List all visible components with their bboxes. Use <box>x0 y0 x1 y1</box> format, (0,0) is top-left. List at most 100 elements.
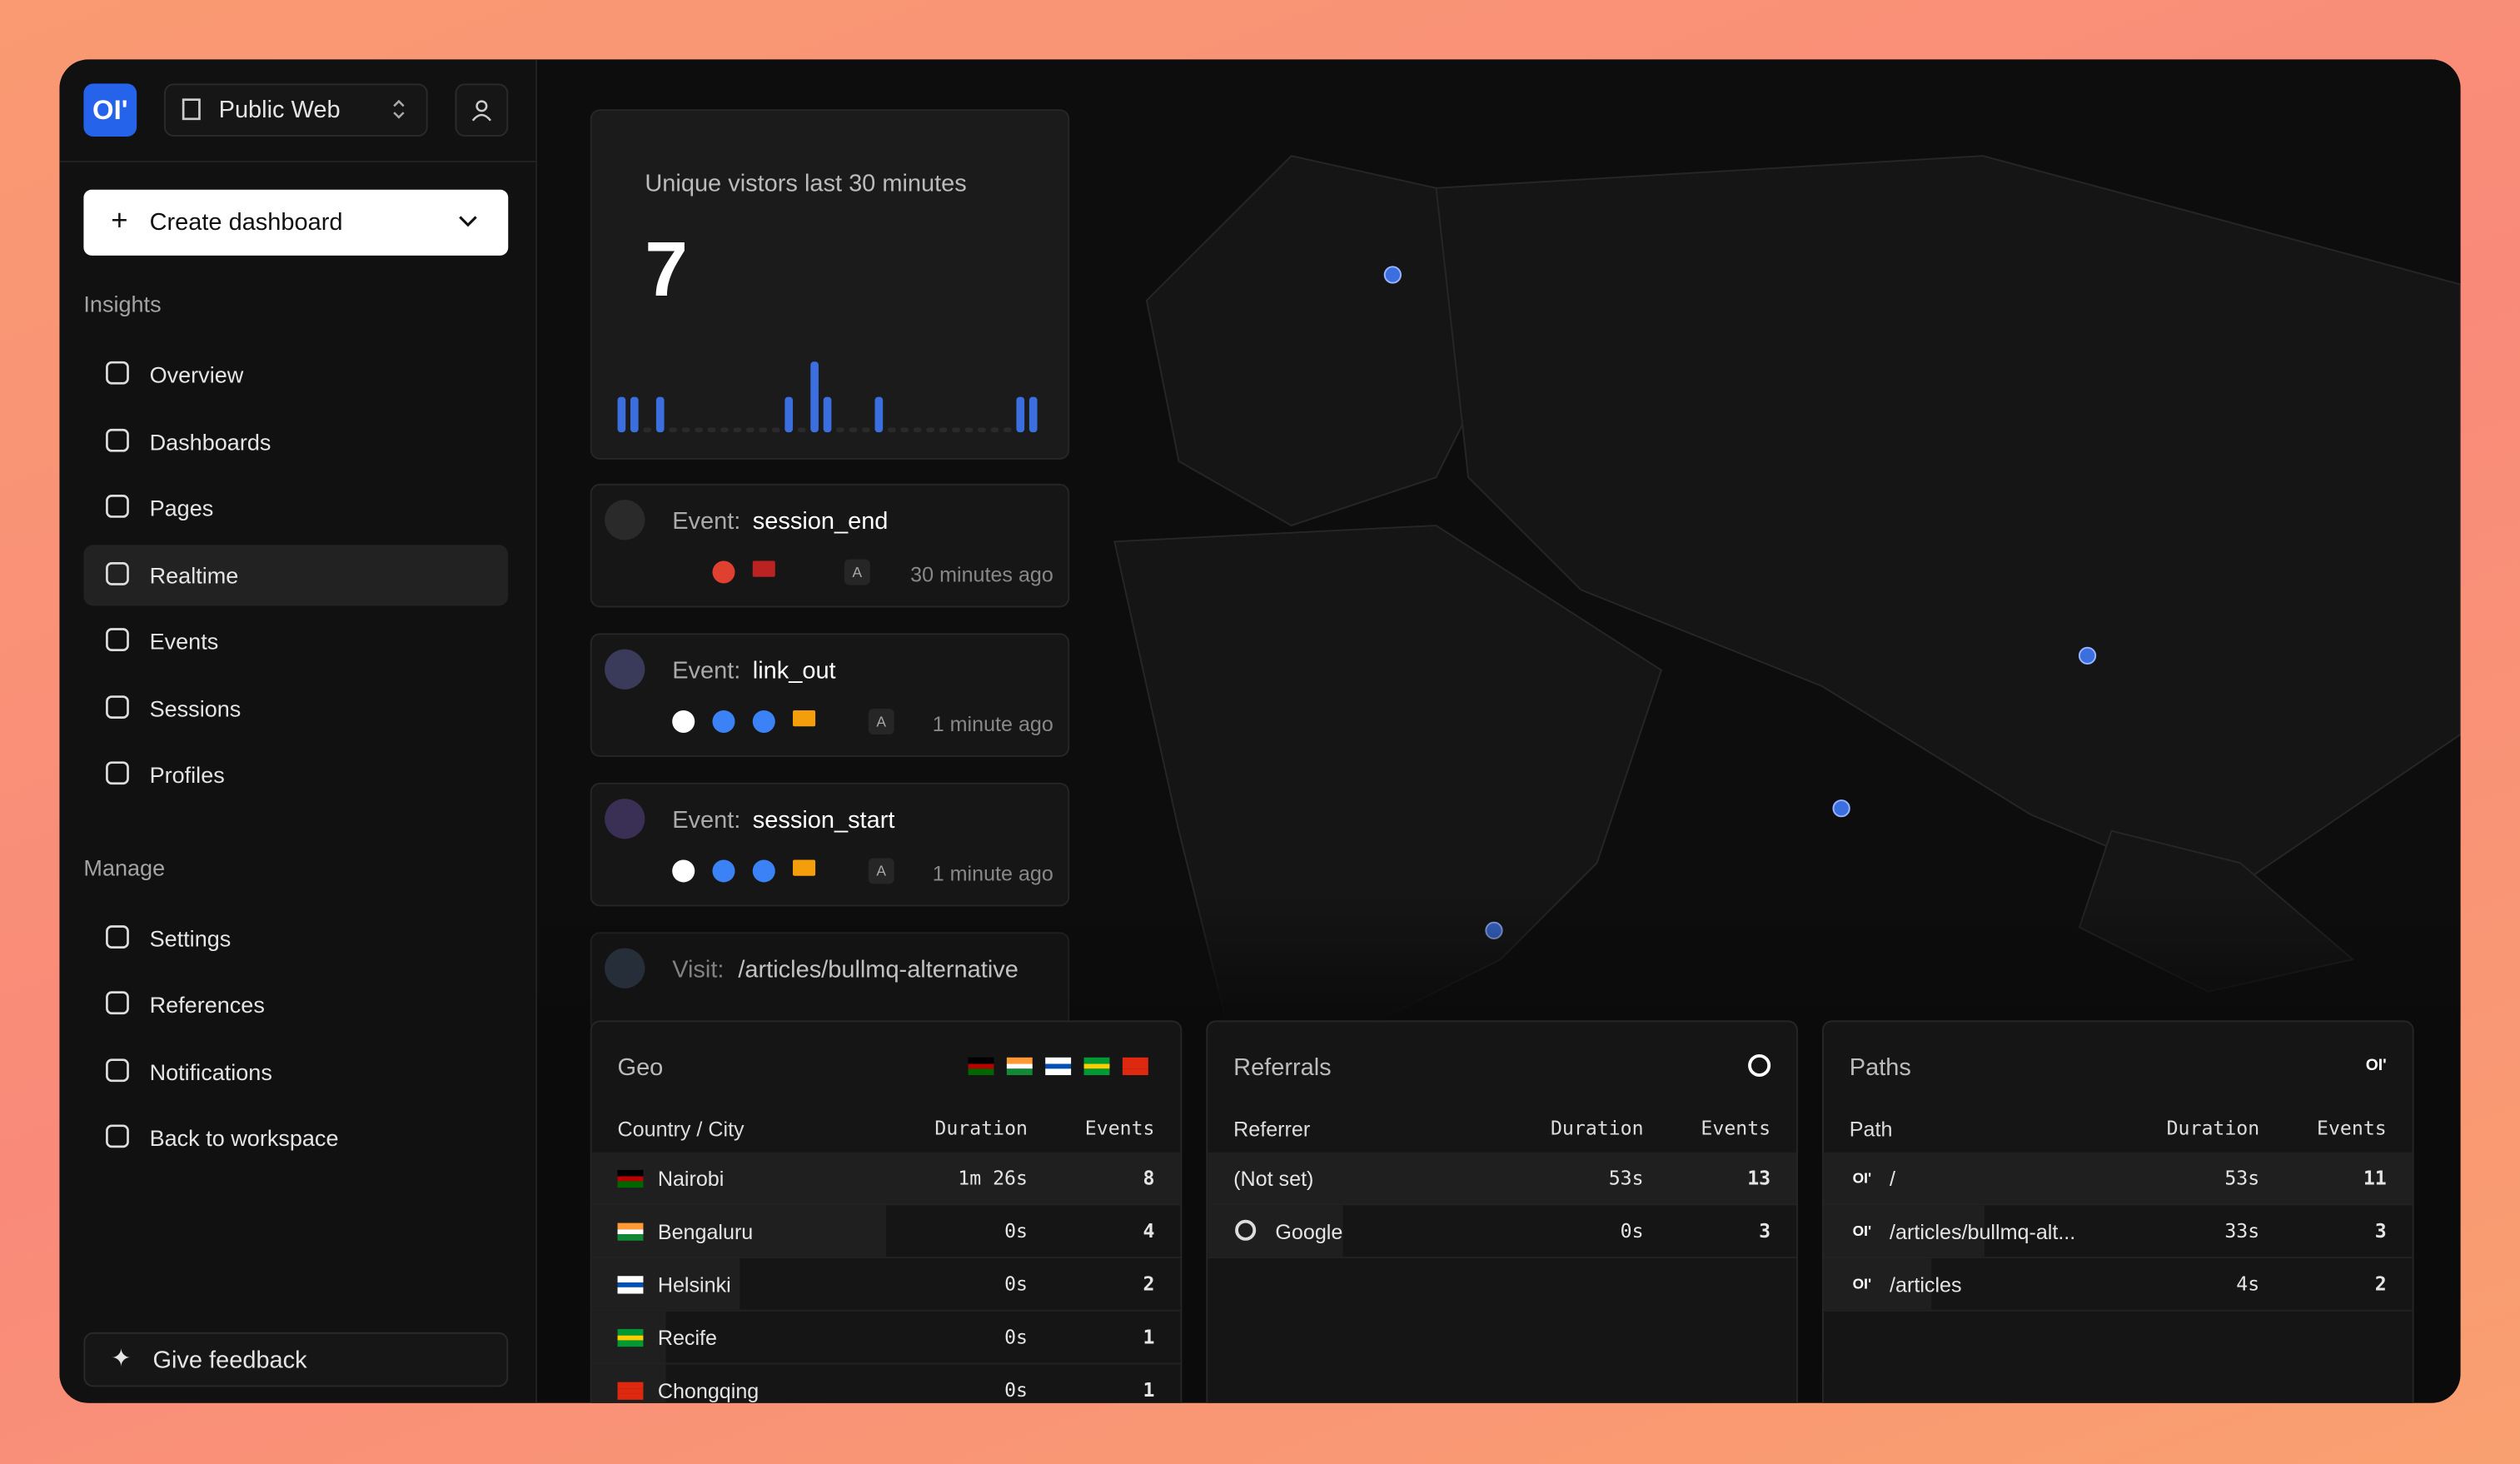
spark-bar <box>771 427 780 433</box>
event-label: Event: <box>672 507 741 535</box>
nav-item[interactable]: Events <box>83 610 508 671</box>
logo-icon: OI' <box>1852 1222 1872 1239</box>
nav-item[interactable]: Back to workspace <box>83 1108 508 1168</box>
spark-bar <box>939 427 948 433</box>
google-icon <box>1748 1053 1771 1077</box>
section-title: Manage <box>83 854 166 880</box>
column-header: Duration <box>1550 1117 1644 1140</box>
row-divider <box>1208 1257 1797 1259</box>
row-divider <box>1208 1203 1797 1206</box>
flag-stripe <box>617 1341 644 1347</box>
flag-stripe <box>617 1382 644 1388</box>
spark-bar <box>655 396 665 433</box>
flag-stripe <box>1083 1057 1110 1063</box>
column-header: Referrer <box>1233 1117 1311 1142</box>
event-card: Visit: /articles/bullmq-alternative <box>590 932 1070 1032</box>
nav-item[interactable]: Settings <box>83 907 508 968</box>
nav-label: Overview <box>149 361 244 388</box>
spark-bar <box>874 396 884 433</box>
logo-icon: OI' <box>2365 1057 2387 1076</box>
flag-stripe <box>617 1222 644 1229</box>
spark-bar <box>746 427 755 433</box>
table-title: Paths <box>1849 1053 1911 1082</box>
spark-bar <box>707 427 716 433</box>
cell-duration: 33s <box>2224 1219 2260 1242</box>
nav-item[interactable]: Dashboards <box>83 411 508 471</box>
chevron <box>459 216 477 227</box>
map-shapes <box>1113 155 2461 1025</box>
nav-label: References <box>149 991 265 1018</box>
spark-bar <box>733 427 742 433</box>
column-header: Events <box>1701 1117 1771 1140</box>
table-card: Paths OI' Path Duration Events OI' / 53s 11 OI' /a… <box>1821 1020 2414 1403</box>
nav-item[interactable]: Overview <box>83 344 508 405</box>
nav-icon <box>106 695 129 719</box>
cell-events: 1 <box>1143 1326 1155 1349</box>
spark-bar <box>990 427 999 433</box>
spark-bar <box>964 427 974 433</box>
meta-icon <box>672 710 695 733</box>
nav-item[interactable]: Profiles <box>83 744 508 804</box>
meta-icon <box>712 710 735 733</box>
spark-bar <box>836 427 844 433</box>
event-name: link_out <box>752 657 836 685</box>
cell-duration: 0s <box>1004 1378 1028 1402</box>
project-selector[interactable]: Public Web <box>163 83 428 137</box>
nav-label: Profiles <box>149 761 225 788</box>
spark-bar <box>849 427 858 433</box>
cell-name: Google <box>1275 1219 1343 1244</box>
nav-item[interactable]: Sessions <box>83 677 508 738</box>
nav-label: Dashboards <box>149 428 271 455</box>
flag <box>617 1328 644 1347</box>
sidebar: OI' Public Web + Create dashboard Insigh… <box>59 59 537 1403</box>
nav-icon <box>106 628 129 651</box>
flag-stripe <box>617 1328 644 1336</box>
spark-bar <box>887 427 896 433</box>
spark-bar <box>823 396 832 433</box>
nav-label: Pages <box>149 495 214 521</box>
cell-duration: 1m 26s <box>958 1167 1028 1190</box>
create-dashboard-button[interactable]: + Create dashboard <box>83 189 509 256</box>
nav-item[interactable]: References <box>83 974 508 1034</box>
event-icon <box>605 799 645 839</box>
meta-icon <box>712 859 735 883</box>
cell-name: (Not set) <box>1233 1167 1314 1191</box>
flag-stripe <box>1122 1057 1148 1063</box>
cell-name: Chongqing <box>657 1378 759 1403</box>
row-bar <box>591 1152 1181 1204</box>
divider <box>59 160 536 162</box>
cell-duration: 0s <box>1004 1326 1028 1349</box>
feedback-label: Give feedback <box>152 1347 307 1374</box>
meta-icon <box>793 710 816 727</box>
user-button[interactable] <box>455 83 509 137</box>
feedback-button[interactable]: ✦ Give feedback <box>83 1332 509 1387</box>
building-icon <box>182 98 201 121</box>
nav-item[interactable]: Pages <box>83 477 508 538</box>
cell-events: 13 <box>1747 1167 1771 1190</box>
user-icon <box>471 100 491 122</box>
cell-duration: 53s <box>1608 1167 1644 1190</box>
event-time: 1 minute ago <box>932 861 1053 886</box>
event-icon <box>605 948 645 988</box>
row-bar <box>1823 1152 2413 1204</box>
spark-bar <box>926 427 934 433</box>
flag-stripe <box>968 1057 994 1063</box>
nav-item[interactable]: Realtime <box>83 544 509 605</box>
cell-events: 2 <box>1143 1272 1155 1296</box>
nav-label: Realtime <box>149 561 239 588</box>
spark-bar <box>720 427 729 433</box>
nav-icon <box>106 561 129 585</box>
row-divider <box>591 1362 1181 1365</box>
flag <box>1122 1057 1148 1076</box>
cell-name: Recife <box>657 1326 717 1351</box>
nav-item[interactable]: Notifications <box>83 1041 508 1102</box>
spark-bar <box>669 427 677 433</box>
cell-events: 3 <box>1759 1219 1771 1242</box>
flag <box>1045 1057 1072 1076</box>
visitors-card: Unique vistors last 30 minutes 7 <box>590 109 1070 460</box>
badge: A <box>868 709 894 734</box>
google-icon <box>1235 1219 1257 1241</box>
logo[interactable]: OI' <box>83 83 137 137</box>
badge: A <box>844 559 870 585</box>
